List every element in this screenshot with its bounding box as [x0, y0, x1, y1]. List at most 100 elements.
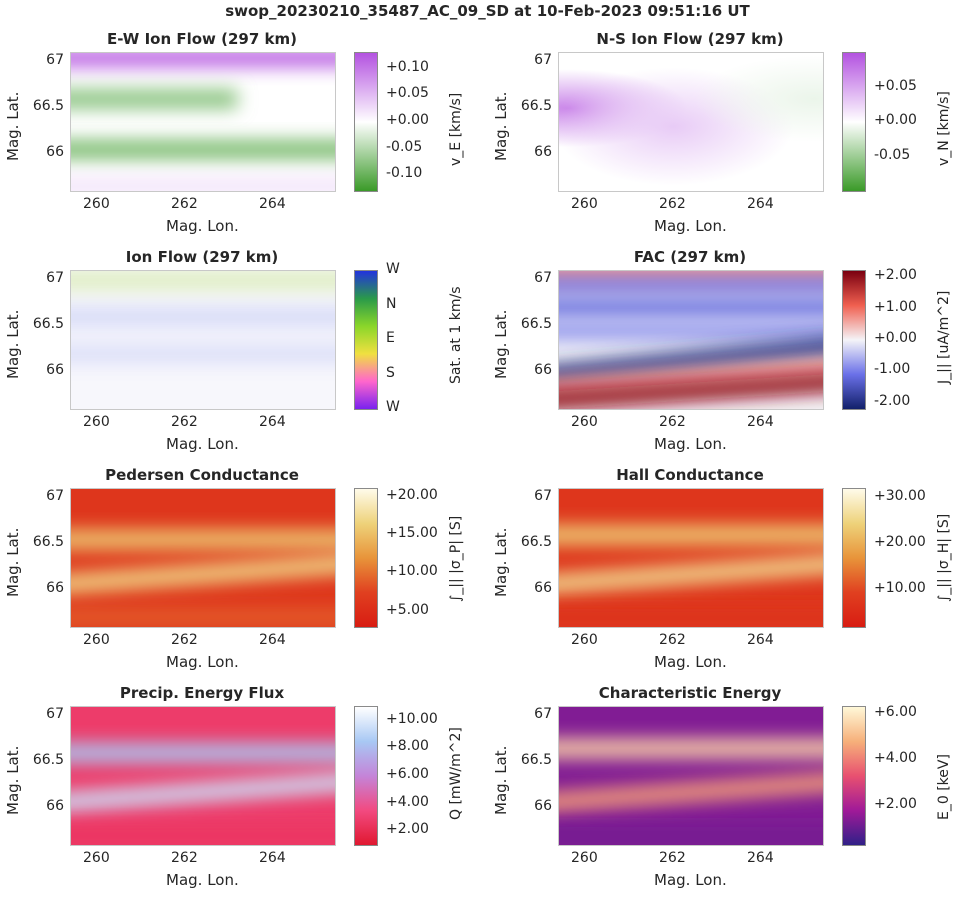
- heatmap-plot[interactable]: [558, 488, 824, 628]
- x-axis-label: Mag. Lon.: [654, 217, 727, 235]
- y-axis-label: Mag. Lat.: [4, 527, 22, 597]
- feature-band: [71, 89, 238, 109]
- y-axis-label: Mag. Lat.: [4, 309, 22, 379]
- x-tick-label: 264: [259, 632, 286, 648]
- feature-band-shape: [71, 344, 335, 363]
- feature-blob: [559, 53, 823, 191]
- feature-band: [71, 826, 335, 845]
- y-tick-label: 66: [46, 798, 64, 815]
- panel-1: E-W Ion Flow (297 km) 260 262 264 67 66.5 66 Ma…: [0, 30, 487, 248]
- feature-band-shape: [71, 555, 335, 593]
- panel-5: Pedersen Conductance 260 262 264 67 66.5 66 Mag…: [0, 466, 487, 684]
- colorbar-tick-label: +1.00: [874, 298, 917, 315]
- feature-band-shape: [559, 608, 823, 627]
- y-axis-label: Mag. Lat.: [492, 91, 510, 161]
- feature-band-shape: [71, 530, 335, 549]
- heatmap-plot[interactable]: [558, 270, 824, 410]
- colorbar-tick-label: +0.00: [874, 330, 917, 346]
- colorbar-tick-label: +4.00: [874, 749, 917, 766]
- colorbar-label: J_|| [uA/m^2]: [936, 290, 952, 384]
- y-axis-label: Mag. Lat.: [4, 745, 22, 815]
- colorbar-tick-label: +2.00: [386, 821, 429, 838]
- colorbar: [842, 270, 866, 410]
- x-tick-label: 264: [259, 414, 286, 430]
- colorbar-label: ∫_|| |σ_H| [S]: [936, 513, 952, 602]
- heatmap-plot[interactable]: [558, 706, 824, 846]
- x-tick-label: 262: [659, 196, 686, 212]
- colorbar-tick-label: +0.00: [386, 112, 429, 128]
- panel-2: N-S Ion Flow (297 km) 260 262 264 67 66.5 66 Ma…: [488, 30, 975, 248]
- y-tick-label: 66.5: [520, 98, 552, 115]
- x-tick-label: 264: [747, 196, 774, 212]
- colorbar-tick-label: +6.00: [874, 703, 917, 720]
- x-tick-label: 260: [83, 414, 110, 430]
- feature-band-shape: [559, 826, 823, 845]
- feature-band: [71, 344, 335, 363]
- heatmap-plot[interactable]: [558, 52, 824, 192]
- colorbar: [842, 706, 866, 846]
- y-tick-label: 66: [46, 362, 64, 379]
- colorbar-tick-label: -1.00: [874, 361, 911, 378]
- colorbar-tick-label: +0.05: [874, 77, 917, 94]
- x-tick-label: 264: [747, 850, 774, 866]
- panel-4: FAC (297 km) 260 262 264 67 66.5 66 Mag. Lon. Ma…: [488, 248, 975, 466]
- x-tick-label: 262: [171, 196, 198, 212]
- colorbar-tick-label: +0.10: [386, 58, 429, 75]
- colorbar-tick-label: +6.00: [386, 766, 429, 782]
- y-tick-label: 66: [534, 580, 552, 597]
- colorbar-tick-label: +20.00: [874, 534, 926, 551]
- x-tick-label: 262: [171, 850, 198, 866]
- feature-band: [559, 555, 823, 593]
- colorbar-label: v_N [km/s]: [936, 91, 952, 166]
- x-tick-label: 262: [659, 414, 686, 430]
- y-axis-label: Mag. Lat.: [492, 745, 510, 815]
- x-tick-label: 264: [747, 632, 774, 648]
- heatmap-plot[interactable]: [70, 706, 336, 846]
- feature-band: [71, 307, 335, 327]
- x-axis-label: Mag. Lon.: [654, 653, 727, 671]
- colorbar-tick-label: +5.00: [386, 601, 429, 618]
- feature-band-shape: [71, 743, 335, 763]
- colorbar-tick-label: +10.00: [386, 563, 438, 580]
- y-tick-label: 66.5: [520, 316, 552, 333]
- colorbar-tick-label: -0.10: [386, 165, 423, 182]
- feature-band: [71, 743, 335, 763]
- panel-3: Ion Flow (297 km) 260 262 264 67 66.5 66 Mag. L…: [0, 248, 487, 466]
- colorbar: [354, 52, 378, 192]
- panel-title: Hall Conductance: [616, 466, 764, 484]
- y-tick-label: 66: [534, 362, 552, 379]
- heatmap-plot[interactable]: [70, 270, 336, 410]
- panel-title: Precip. Energy Flux: [119, 684, 285, 702]
- x-tick-label: 260: [83, 850, 110, 866]
- colorbar-tick-label: +2.00: [874, 267, 917, 284]
- feature-band: [559, 525, 823, 545]
- feature-band-shape: [71, 271, 335, 290]
- feature-band: [71, 140, 335, 159]
- feature-band-shape: [559, 739, 823, 758]
- y-tick-label: 66.5: [520, 534, 552, 551]
- feature-band-shape: [71, 826, 335, 845]
- x-tick-label: 260: [571, 632, 598, 648]
- y-axis-label: Mag. Lat.: [4, 91, 22, 161]
- y-tick-label: 66.5: [520, 752, 552, 769]
- y-tick-label: 66.5: [32, 98, 64, 115]
- figure-title: swop_20230210_35487_AC_09_SD at 10-Feb-2…: [225, 2, 750, 20]
- x-tick-label: 262: [171, 414, 198, 430]
- y-axis-label: Mag. Lat.: [492, 527, 510, 597]
- colorbar-tick-label: +30.00: [874, 488, 926, 505]
- feature-band: [71, 271, 335, 290]
- x-axis-label: Mag. Lon.: [654, 435, 727, 453]
- colorbar-tick-label: +2.00: [874, 795, 917, 812]
- x-tick-label: 264: [259, 850, 286, 866]
- heatmap-plot[interactable]: [70, 52, 336, 192]
- y-tick-label: 66: [534, 144, 552, 161]
- colorbar-tick-label: +10.00: [386, 710, 438, 727]
- heatmap-plot[interactable]: [70, 488, 336, 628]
- feature-band-shape: [71, 773, 335, 811]
- panel-title: FAC (297 km): [633, 248, 747, 266]
- y-tick-label: 67: [534, 270, 552, 287]
- y-tick-label: 66: [534, 798, 552, 815]
- colorbar-tick-label: -0.05: [386, 138, 423, 155]
- colorbar: [354, 488, 378, 628]
- heatmap-field: [559, 707, 823, 845]
